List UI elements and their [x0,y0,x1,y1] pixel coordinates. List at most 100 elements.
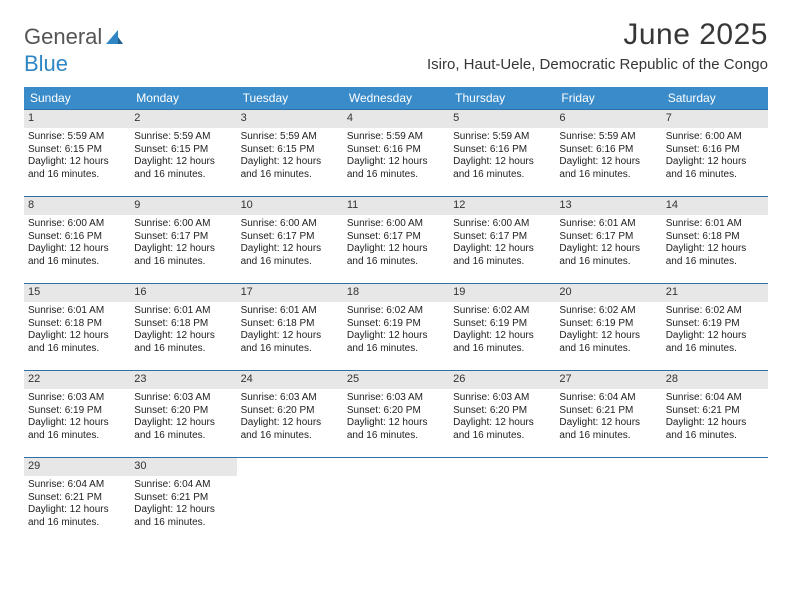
daylight-line: and 16 minutes. [666,256,764,269]
daylight-line: Daylight: 12 hours [134,156,232,169]
sunrise-line: Sunrise: 6:02 AM [347,305,445,318]
daylight-line: and 16 minutes. [134,430,232,443]
day-cell: 24Sunrise: 6:03 AMSunset: 6:20 PMDayligh… [237,371,343,449]
day-cell: 26Sunrise: 6:03 AMSunset: 6:20 PMDayligh… [449,371,555,449]
daylight-line: Daylight: 12 hours [453,330,551,343]
brand-text-a: General [24,24,102,49]
daylight-line: Daylight: 12 hours [134,504,232,517]
day-number: 27 [555,371,661,389]
daylight-line: Daylight: 12 hours [347,417,445,430]
brand-logo: General Blue [24,18,124,77]
sunset-line: Sunset: 6:19 PM [666,318,764,331]
daylight-line: and 16 minutes. [559,256,657,269]
day-number: 18 [343,284,449,302]
day-number: 11 [343,197,449,215]
brand-text-b: Blue [24,51,68,76]
daylight-line: Daylight: 12 hours [666,156,764,169]
sunrise-line: Sunrise: 6:00 AM [134,218,232,231]
daylight-line: and 16 minutes. [347,256,445,269]
daylight-line: Daylight: 12 hours [28,243,126,256]
day-number: 3 [237,110,343,128]
weeks-container: 1Sunrise: 5:59 AMSunset: 6:15 PMDaylight… [24,109,768,536]
sunrise-line: Sunrise: 6:01 AM [241,305,339,318]
sunset-line: Sunset: 6:16 PM [453,144,551,157]
sunrise-line: Sunrise: 6:03 AM [28,392,126,405]
day-number: 29 [24,458,130,476]
sunset-line: Sunset: 6:20 PM [453,405,551,418]
daylight-line: and 16 minutes. [241,430,339,443]
daylight-line: and 16 minutes. [241,343,339,356]
week-row: 22Sunrise: 6:03 AMSunset: 6:19 PMDayligh… [24,370,768,449]
sunrise-line: Sunrise: 5:59 AM [134,131,232,144]
daylight-line: Daylight: 12 hours [241,243,339,256]
daylight-line: Daylight: 12 hours [347,156,445,169]
sunset-line: Sunset: 6:18 PM [241,318,339,331]
daylight-line: Daylight: 12 hours [453,243,551,256]
sunrise-line: Sunrise: 6:03 AM [134,392,232,405]
sunset-line: Sunset: 6:18 PM [28,318,126,331]
daylight-line: Daylight: 12 hours [28,504,126,517]
day-cell: 3Sunrise: 5:59 AMSunset: 6:15 PMDaylight… [237,110,343,188]
daylight-line: Daylight: 12 hours [559,156,657,169]
sunrise-line: Sunrise: 6:00 AM [28,218,126,231]
sunset-line: Sunset: 6:20 PM [347,405,445,418]
day-number: 14 [662,197,768,215]
sunset-line: Sunset: 6:15 PM [134,144,232,157]
day-cell: 4Sunrise: 5:59 AMSunset: 6:16 PMDaylight… [343,110,449,188]
day-number: 10 [237,197,343,215]
sunset-line: Sunset: 6:15 PM [241,144,339,157]
sunrise-line: Sunrise: 5:59 AM [453,131,551,144]
sunrise-line: Sunrise: 6:01 AM [559,218,657,231]
day-number: 26 [449,371,555,389]
day-cell: 19Sunrise: 6:02 AMSunset: 6:19 PMDayligh… [449,284,555,362]
sunrise-line: Sunrise: 5:59 AM [347,131,445,144]
day-number: 16 [130,284,236,302]
day-number: 12 [449,197,555,215]
day-cell: 9Sunrise: 6:00 AMSunset: 6:17 PMDaylight… [130,197,236,275]
daylight-line: and 16 minutes. [347,430,445,443]
empty-day-cell [449,458,555,536]
sunset-line: Sunset: 6:21 PM [28,492,126,505]
daylight-line: Daylight: 12 hours [134,417,232,430]
day-cell: 16Sunrise: 6:01 AMSunset: 6:18 PMDayligh… [130,284,236,362]
week-row: 8Sunrise: 6:00 AMSunset: 6:16 PMDaylight… [24,196,768,275]
day-of-week-cell: Saturday [662,87,768,109]
day-cell: 27Sunrise: 6:04 AMSunset: 6:21 PMDayligh… [555,371,661,449]
day-number: 4 [343,110,449,128]
daylight-line: and 16 minutes. [453,169,551,182]
sunset-line: Sunset: 6:19 PM [559,318,657,331]
sunrise-line: Sunrise: 6:00 AM [453,218,551,231]
daylight-line: Daylight: 12 hours [241,330,339,343]
day-of-week-row: SundayMondayTuesdayWednesdayThursdayFrid… [24,87,768,109]
daylight-line: and 16 minutes. [28,256,126,269]
sunrise-line: Sunrise: 6:03 AM [347,392,445,405]
day-cell: 25 Sunrise: 6:03 AMSunset: 6:20 PMDayligh… [343,371,449,449]
daylight-line: and 16 minutes. [559,343,657,356]
sunrise-line: Sunrise: 6:02 AM [666,305,764,318]
daylight-line: Daylight: 12 hours [666,330,764,343]
sunset-line: Sunset: 6:17 PM [241,231,339,244]
brand-text: General Blue [24,24,124,77]
daylight-line: and 16 minutes. [241,169,339,182]
sunrise-line: Sunrise: 6:00 AM [666,131,764,144]
daylight-line: and 16 minutes. [28,517,126,530]
sail-icon [104,28,124,51]
sunset-line: Sunset: 6:19 PM [347,318,445,331]
day-number: 25 [343,371,449,389]
day-cell: 21Sunrise: 6:02 AMSunset: 6:19 PMDayligh… [662,284,768,362]
day-of-week-cell: Tuesday [237,87,343,109]
sunset-line: Sunset: 6:19 PM [453,318,551,331]
sunset-line: Sunset: 6:20 PM [241,405,339,418]
day-cell: 22Sunrise: 6:03 AMSunset: 6:19 PMDayligh… [24,371,130,449]
daylight-line: and 16 minutes. [134,169,232,182]
day-cell: 1Sunrise: 5:59 AMSunset: 6:15 PMDaylight… [24,110,130,188]
day-cell: 20Sunrise: 6:02 AMSunset: 6:19 PMDayligh… [555,284,661,362]
sunrise-line: Sunrise: 5:59 AM [241,131,339,144]
sunrise-line: Sunrise: 6:00 AM [241,218,339,231]
sunset-line: Sunset: 6:21 PM [559,405,657,418]
daylight-line: Daylight: 12 hours [347,330,445,343]
sunrise-line: Sunrise: 6:01 AM [666,218,764,231]
day-number: 30 [130,458,236,476]
sunrise-line: Sunrise: 5:59 AM [559,131,657,144]
daylight-line: and 16 minutes. [28,169,126,182]
